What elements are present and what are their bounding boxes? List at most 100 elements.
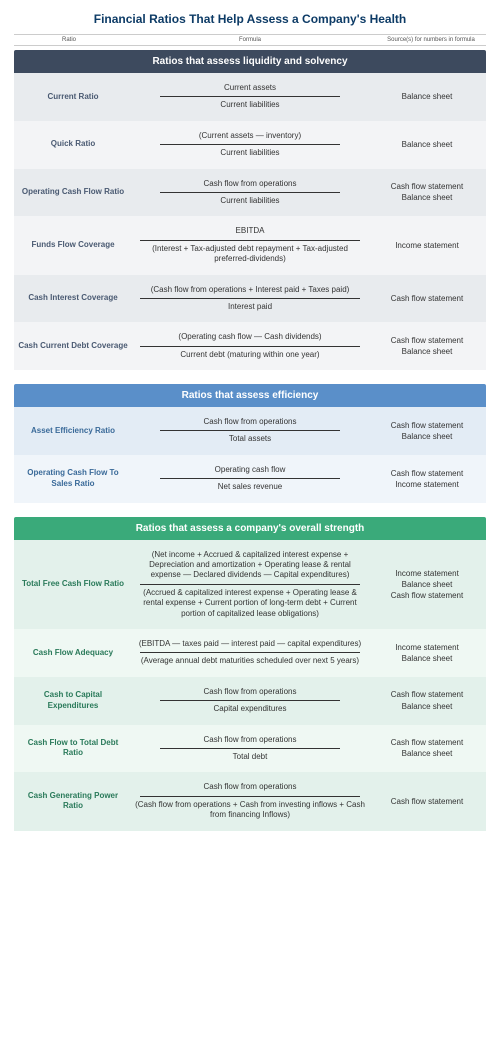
formula-numerator: Cash flow from operations — [204, 417, 297, 427]
ratio-formula: (Cash flow from operations + Interest pa… — [128, 285, 372, 313]
source-line: Balance sheet — [372, 139, 482, 150]
formula-numerator: Current assets — [224, 83, 276, 93]
source-line: Income statement — [372, 568, 482, 579]
ratio-name: Cash Flow to Total Debt Ratio — [18, 738, 128, 759]
source-line: Cash flow statement — [372, 468, 482, 479]
page-title: Financial Ratios That Help Assess a Comp… — [14, 12, 486, 26]
section-rows-efficiency: Asset Efficiency RatioCash flow from ope… — [14, 407, 486, 503]
formula-denominator: (Accrued & capitalized interest expense … — [135, 588, 365, 619]
formula-divider — [160, 478, 340, 479]
source-line: Balance sheet — [372, 748, 482, 759]
ratio-row: Operating Cash Flow To Sales RatioOperat… — [14, 455, 486, 503]
formula-denominator: Current liabilities — [220, 148, 279, 158]
formula-denominator: (Average annual debt maturities schedule… — [141, 656, 359, 666]
formula-numerator: Cash flow from operations — [204, 179, 297, 189]
formula-denominator: Current debt (maturing within one year) — [180, 350, 319, 360]
formula-numerator: (Current assets — inventory) — [199, 131, 301, 141]
source-line: Balance sheet — [372, 431, 482, 442]
col-header-sources: Source(s) for numbers in formula — [376, 37, 486, 43]
ratio-name: Total Free Cash Flow Ratio — [18, 579, 128, 589]
ratio-sources: Income statementBalance sheet — [372, 642, 482, 664]
source-line: Cash flow statement — [372, 737, 482, 748]
ratio-row: Asset Efficiency RatioCash flow from ope… — [14, 407, 486, 455]
source-line: Cash flow statement — [372, 796, 482, 807]
ratio-formula: Cash flow from operations(Cash flow from… — [128, 782, 372, 820]
ratio-sources: Cash flow statementBalance sheet — [372, 689, 482, 711]
source-line: Balance sheet — [372, 346, 482, 357]
col-header-formula: Formula — [124, 37, 376, 43]
source-line: Income statement — [372, 240, 482, 251]
formula-denominator: Capital expenditures — [214, 704, 287, 714]
formula-denominator: (Interest + Tax-adjusted debt repayment … — [135, 244, 365, 265]
source-line: Income statement — [372, 479, 482, 490]
ratio-row: Funds Flow CoverageEBITDA(Interest + Tax… — [14, 216, 486, 274]
ratio-sources: Balance sheet — [372, 139, 482, 150]
ratio-name: Quick Ratio — [18, 139, 128, 149]
formula-numerator: Cash flow from operations — [204, 735, 297, 745]
formula-divider — [140, 298, 360, 299]
section-rows-strength: Total Free Cash Flow Ratio (Net income + … — [14, 540, 486, 831]
formula-numerator: (Cash flow from operations + Interest pa… — [151, 285, 350, 295]
section-header-efficiency: Ratios that assess efficiency — [14, 384, 486, 407]
source-line: Balance sheet — [372, 192, 482, 203]
source-line: Cash flow statement — [372, 293, 482, 304]
ratio-name: Cash Current Debt Coverage — [18, 341, 128, 351]
ratio-formula: Cash flow from operations Total assets — [128, 417, 372, 445]
formula-divider — [140, 652, 360, 653]
formula-divider — [160, 748, 340, 749]
ratio-sources: Cash flow statementBalance sheet — [372, 420, 482, 442]
ratio-row: Current RatioCurrent assetsCurrent liabi… — [14, 73, 486, 121]
ratio-formula: (Net income + Accrued & capitalized inte… — [128, 550, 372, 619]
ratio-formula: Cash flow from operationsCurrent liabili… — [128, 179, 372, 207]
ratio-row: Cash Current Debt Coverage(Operating cas… — [14, 322, 486, 370]
ratio-row: Cash Interest Coverage (Cash flow from op… — [14, 275, 486, 323]
ratio-sources: Cash flow statementBalance sheet — [372, 737, 482, 759]
formula-divider — [140, 240, 360, 241]
source-line: Balance sheet — [372, 91, 482, 102]
ratio-name: Funds Flow Coverage — [18, 240, 128, 250]
formula-divider — [160, 700, 340, 701]
formula-denominator: Interest paid — [228, 302, 272, 312]
column-headers: Ratio Formula Source(s) for numbers in f… — [14, 34, 486, 46]
source-line: Cash flow statement — [372, 420, 482, 431]
ratio-sources: Cash flow statementIncome statement — [372, 468, 482, 490]
col-header-ratio: Ratio — [14, 37, 124, 43]
formula-numerator: Operating cash flow — [215, 465, 286, 475]
ratio-sources: Cash flow statement — [372, 293, 482, 304]
ratio-row: Operating Cash Flow RatioCash flow from … — [14, 169, 486, 217]
ratio-formula: EBITDA(Interest + Tax-adjusted debt repa… — [128, 226, 372, 264]
source-line: Balance sheet — [372, 579, 482, 590]
formula-divider — [160, 144, 340, 145]
ratio-formula: (EBITDA — taxes paid — interest paid — c… — [128, 639, 372, 667]
ratio-formula: Operating cash flow Net sales revenue — [128, 465, 372, 493]
formula-divider — [140, 584, 360, 585]
sections-container: Ratios that assess liquidity and solvenc… — [14, 50, 486, 831]
source-line: Cash flow statement — [372, 590, 482, 601]
ratio-sources: Income statementBalance sheetCash flow s… — [372, 568, 482, 602]
ratio-sources: Balance sheet — [372, 91, 482, 102]
formula-denominator: (Cash flow from operations + Cash from i… — [135, 800, 365, 821]
ratio-sources: Cash flow statement — [372, 796, 482, 807]
ratio-formula: Cash flow from operations Capital expendi… — [128, 687, 372, 715]
formula-divider — [160, 430, 340, 431]
formula-divider — [140, 346, 360, 347]
ratio-row: Cash Generating Power RatioCash flow fro… — [14, 772, 486, 830]
ratio-name: Operating Cash Flow Ratio — [18, 187, 128, 197]
formula-numerator: Cash flow from operations — [204, 687, 297, 697]
ratio-formula: Cash flow from operationsTotal debt — [128, 735, 372, 763]
section-header-strength: Ratios that assess a company's overall s… — [14, 517, 486, 540]
ratio-formula: Current assetsCurrent liabilities — [128, 83, 372, 111]
formula-numerator: (EBITDA — taxes paid — interest paid — c… — [139, 639, 361, 649]
ratio-name: Operating Cash Flow To Sales Ratio — [18, 468, 128, 489]
ratio-formula: (Operating cash flow — Cash dividends)Cu… — [128, 332, 372, 360]
formula-denominator: Net sales revenue — [218, 482, 282, 492]
ratio-row: Total Free Cash Flow Ratio (Net income + … — [14, 540, 486, 629]
ratio-name: Cash Interest Coverage — [18, 293, 128, 303]
source-line: Cash flow statement — [372, 335, 482, 346]
ratio-sources: Income statement — [372, 240, 482, 251]
ratio-name: Cash to Capital Expenditures — [18, 690, 128, 711]
source-line: Balance sheet — [372, 701, 482, 712]
formula-numerator: (Net income + Accrued & capitalized inte… — [135, 550, 365, 581]
ratio-formula: (Current assets — inventory) Current liab… — [128, 131, 372, 159]
formula-denominator: Total assets — [229, 434, 271, 444]
